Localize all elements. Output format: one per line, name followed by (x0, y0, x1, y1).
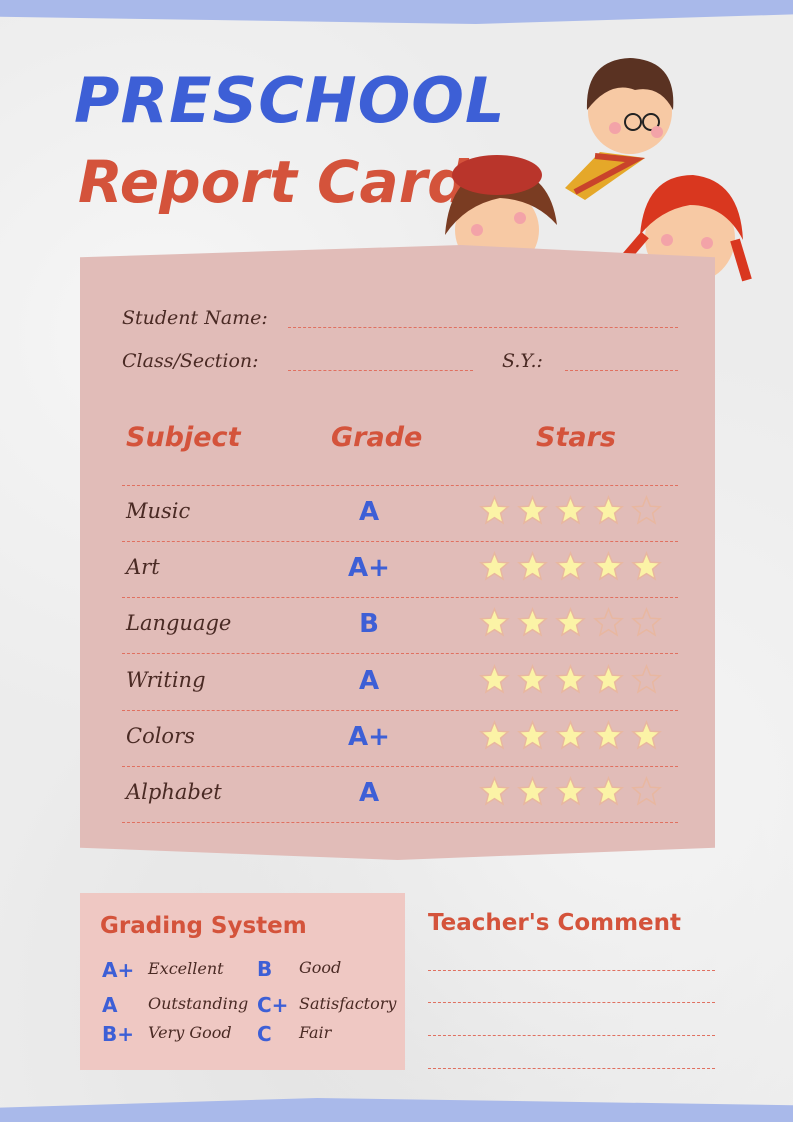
subject-name: Colors (126, 724, 195, 748)
subject-name: Music (126, 499, 191, 523)
grade-code: B+ (102, 1022, 135, 1046)
star-filled-icon (517, 551, 548, 581)
table-row: Alphabet A (122, 766, 678, 822)
grade-desc: Excellent (148, 959, 224, 978)
star-filled-icon (555, 551, 586, 581)
header-grade: Grade (331, 422, 423, 453)
star-empty-icon (631, 495, 662, 525)
student-name-line[interactable] (288, 327, 678, 328)
star-rating (479, 720, 662, 751)
school-year-label: S.Y.: (502, 350, 543, 372)
row-divider (122, 653, 678, 654)
grade-desc: Good (299, 958, 342, 977)
comment-line[interactable] (428, 1002, 715, 1003)
star-filled-icon (631, 720, 662, 750)
class-section-label: Class/Section: (122, 350, 259, 372)
table-row: Language B (122, 597, 678, 653)
student-name-label: Student Name: (122, 307, 268, 329)
star-filled-icon (593, 720, 624, 750)
star-filled-icon (631, 551, 662, 581)
star-filled-icon (555, 776, 586, 806)
star-filled-icon (517, 495, 548, 525)
star-empty-icon (631, 607, 662, 637)
star-filled-icon (517, 720, 548, 750)
star-filled-icon (593, 776, 624, 806)
row-divider (122, 822, 678, 823)
star-filled-icon (479, 776, 510, 806)
teachers-comment-title: Teacher's Comment (428, 910, 682, 936)
row-divider (122, 541, 678, 542)
subject-name: Language (126, 611, 232, 635)
grade-code: B (257, 957, 273, 981)
star-rating (479, 607, 662, 638)
star-filled-icon (555, 664, 586, 694)
row-divider (122, 766, 678, 767)
school-year-line[interactable] (565, 370, 678, 371)
grade-value: A (358, 497, 380, 527)
table-row: Writing A (122, 654, 678, 710)
grade-value: A+ (348, 553, 390, 583)
comment-line[interactable] (428, 1068, 715, 1069)
star-filled-icon (479, 551, 510, 581)
header-subject: Subject (126, 422, 241, 453)
children-illustration (445, 58, 752, 283)
star-empty-icon (631, 664, 662, 694)
grades-panel (80, 245, 715, 860)
grade-code: A (102, 993, 118, 1017)
star-filled-icon (479, 607, 510, 637)
star-filled-icon (479, 720, 510, 750)
subject-name: Alphabet (126, 780, 222, 804)
table-row: Colors A+ (122, 710, 678, 766)
table-row: Music A (122, 485, 678, 541)
star-filled-icon (593, 551, 624, 581)
grade-value: A+ (348, 722, 390, 752)
grade-desc: Outstanding (148, 994, 249, 1013)
star-filled-icon (479, 495, 510, 525)
star-filled-icon (555, 720, 586, 750)
grading-system-title: Grading System (100, 913, 307, 939)
star-filled-icon (593, 664, 624, 694)
star-rating (479, 551, 662, 582)
row-divider (122, 710, 678, 711)
subject-name: Writing (126, 668, 206, 692)
star-filled-icon (517, 664, 548, 694)
grade-desc: Satisfactory (299, 994, 397, 1013)
grade-desc: Fair (299, 1023, 332, 1042)
comment-line[interactable] (428, 1035, 715, 1036)
title-preschool: PRESCHOOL (74, 64, 506, 137)
grading-system-box: Grading System A+ Excellent A Outstandin… (80, 893, 405, 1070)
top-band (0, 0, 793, 24)
comment-line[interactable] (428, 970, 715, 971)
grade-code: C (257, 1022, 272, 1046)
row-divider (122, 485, 678, 486)
star-filled-icon (479, 664, 510, 694)
header-stars: Stars (536, 422, 616, 453)
grade-code: C+ (257, 993, 289, 1017)
boy-face (565, 58, 674, 200)
grade-code: A+ (102, 958, 135, 982)
star-rating (479, 495, 662, 526)
title-report-card: Report Card (78, 148, 469, 216)
star-empty-icon (631, 776, 662, 806)
table-row: Art A+ (122, 541, 678, 597)
bottom-band (0, 1098, 793, 1122)
subject-name: Art (126, 555, 160, 579)
star-filled-icon (517, 776, 548, 806)
star-empty-icon (593, 607, 624, 637)
star-filled-icon (517, 607, 548, 637)
star-filled-icon (593, 495, 624, 525)
grade-value: A (358, 778, 380, 808)
class-section-line[interactable] (288, 370, 473, 371)
grade-value: B (359, 609, 379, 639)
star-filled-icon (555, 607, 586, 637)
grade-desc: Very Good (148, 1023, 232, 1042)
star-rating (479, 664, 662, 695)
row-divider (122, 597, 678, 598)
star-rating (479, 776, 662, 807)
grade-value: A (358, 666, 380, 696)
star-filled-icon (555, 495, 586, 525)
